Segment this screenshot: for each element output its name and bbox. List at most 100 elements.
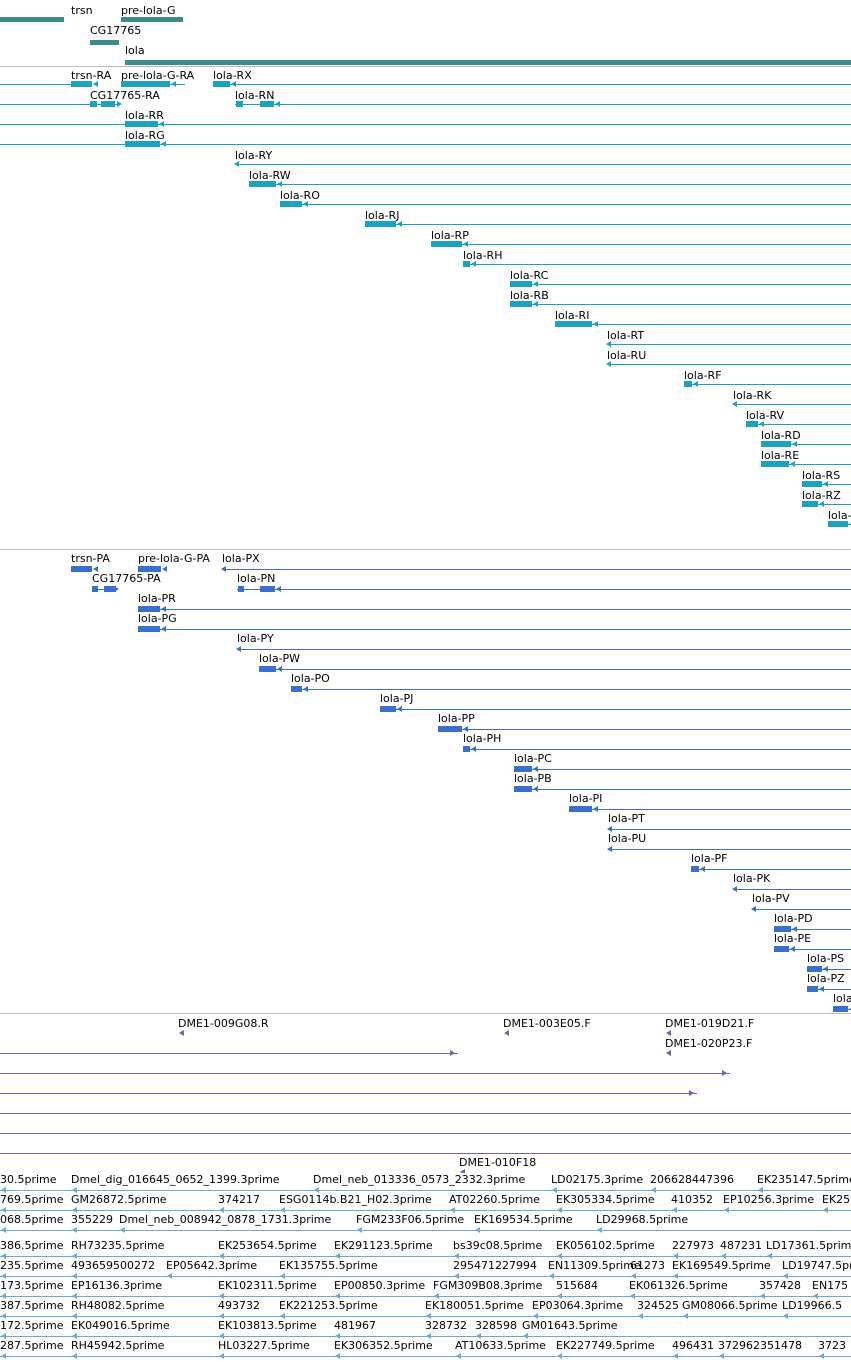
- arrow-left-icon: [719, 1353, 724, 1359]
- exon-block[interactable]: [774, 946, 789, 952]
- exon-block[interactable]: [691, 866, 699, 872]
- exon-block[interactable]: [138, 566, 161, 572]
- exon-block[interactable]: [774, 926, 791, 932]
- feature-label: DME1-019D21.F: [665, 1017, 755, 1030]
- feature-label: lola-PR: [138, 592, 176, 605]
- exon-block[interactable]: [125, 141, 160, 147]
- exon-block[interactable]: [365, 221, 396, 227]
- feature-label: 769.5prime: [0, 1193, 64, 1206]
- arrow-left-icon: [93, 81, 98, 87]
- arrow-left-icon: [1, 1353, 6, 1359]
- arrow-left-icon: [460, 1169, 465, 1173]
- gene-block[interactable]: [121, 17, 183, 22]
- feature-label: FGM309B08.3prime: [433, 1279, 543, 1292]
- feature-line: [761, 464, 851, 465]
- feature-label: lola-PP: [438, 712, 475, 725]
- arrow-left-icon: [450, 1207, 455, 1213]
- arrow-left-icon: [1, 1187, 6, 1193]
- arrow-right-icon: [114, 586, 119, 592]
- arrow-left-icon: [72, 1273, 77, 1279]
- feature-label: lola-RG: [125, 129, 165, 142]
- feature-label: EP05642.3prime: [166, 1259, 258, 1272]
- arrow-left-icon: [161, 141, 166, 147]
- exon-block[interactable]: [514, 786, 532, 792]
- exon-block[interactable]: [746, 421, 758, 427]
- feature-label: lola-PJ: [380, 692, 414, 705]
- feature-line: [0, 1073, 730, 1074]
- feature-label: DME1-009G08.R: [178, 1017, 269, 1030]
- arrow-left-icon: [471, 261, 476, 267]
- exon-block[interactable]: [260, 586, 275, 592]
- exon-block[interactable]: [71, 81, 92, 87]
- feature-label: 387.5prime: [0, 1299, 64, 1312]
- exon-block[interactable]: [104, 586, 116, 592]
- exon-block[interactable]: [833, 1006, 848, 1012]
- exon-block[interactable]: [510, 301, 532, 307]
- feature-label: lola-RD: [761, 429, 801, 442]
- arrow-left-icon: [159, 121, 164, 127]
- exon-block[interactable]: [438, 726, 462, 732]
- feature-label: lola-RR: [125, 109, 164, 122]
- arrow-right-icon: [450, 1050, 455, 1056]
- exon-block[interactable]: [514, 766, 532, 772]
- gene-block[interactable]: [90, 40, 119, 45]
- exon-block[interactable]: [291, 686, 302, 692]
- feature-label: GM01643.5prime: [522, 1319, 618, 1332]
- exon-block[interactable]: [260, 101, 274, 107]
- arrow-left-icon: [72, 1353, 77, 1359]
- exon-block[interactable]: [807, 966, 822, 972]
- exon-block[interactable]: [807, 986, 818, 992]
- feature-line: [774, 949, 851, 950]
- exon-block[interactable]: [236, 101, 243, 107]
- feature-label: GM26872.5prime: [71, 1193, 167, 1206]
- exon-block[interactable]: [555, 321, 592, 327]
- exon-block[interactable]: [259, 666, 276, 672]
- exon-block[interactable]: [380, 706, 396, 712]
- exon-block[interactable]: [828, 521, 848, 527]
- exon-block[interactable]: [90, 101, 97, 107]
- exon-block[interactable]: [138, 606, 160, 612]
- arrow-left-icon: [219, 1313, 224, 1319]
- feature-label: EP03064.3prime: [532, 1299, 624, 1312]
- arrow-left-icon: [693, 381, 698, 387]
- arrow-right-icon: [689, 1090, 694, 1096]
- exon-block[interactable]: [71, 566, 92, 572]
- exon-block[interactable]: [569, 806, 592, 812]
- feature-label: 3723: [818, 1339, 846, 1352]
- exon-block[interactable]: [92, 586, 98, 592]
- exon-block[interactable]: [238, 586, 244, 592]
- exon-block[interactable]: [125, 121, 158, 127]
- feature-label: DME1-010F18: [459, 1156, 537, 1169]
- exon-block[interactable]: [249, 181, 276, 187]
- arrow-left-icon: [758, 1187, 763, 1193]
- exon-block[interactable]: [684, 381, 692, 387]
- exon-block[interactable]: [463, 746, 470, 752]
- exon-block[interactable]: [510, 281, 532, 287]
- feature-label: lola-RO: [280, 189, 320, 202]
- arrow-left-icon: [72, 1227, 77, 1233]
- exon-block[interactable]: [802, 481, 822, 487]
- exon-block[interactable]: [761, 441, 791, 447]
- feature-label: 487231: [720, 1239, 762, 1252]
- exon-block[interactable]: [802, 501, 818, 507]
- exon-block[interactable]: [463, 261, 470, 267]
- exon-block[interactable]: [213, 81, 230, 87]
- feature-label: DME1-020P23.F: [665, 1037, 753, 1050]
- gene-block[interactable]: [0, 17, 64, 22]
- gene-block[interactable]: [125, 60, 851, 65]
- exon-block[interactable]: [101, 101, 115, 107]
- arrow-left-icon: [672, 1207, 677, 1213]
- exon-block[interactable]: [121, 81, 170, 87]
- exon-block[interactable]: [431, 241, 462, 247]
- exon-block[interactable]: [761, 461, 789, 467]
- arrow-left-icon: [162, 566, 167, 572]
- arrow-left-icon: [751, 906, 756, 912]
- feature-label: trsn: [71, 4, 93, 17]
- exon-block[interactable]: [138, 626, 160, 632]
- exon-block[interactable]: [280, 201, 302, 207]
- feature-label: 496431: [672, 1339, 714, 1352]
- arrow-left-icon: [651, 1187, 656, 1193]
- feature-label: lola-PE: [774, 932, 812, 945]
- feature-label: 372962351478: [718, 1339, 802, 1352]
- feature-label: lola-PN: [237, 572, 276, 585]
